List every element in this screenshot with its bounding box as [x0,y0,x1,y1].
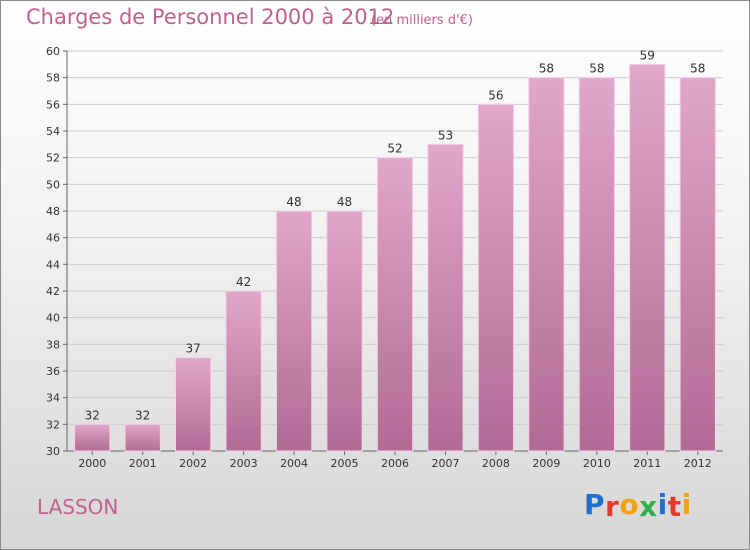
bar-2010 [578,77,616,452]
bar-value-label: 58 [539,62,554,76]
bar-2004 [275,210,313,452]
y-tick-label: 44 [46,258,60,271]
y-tick-label: 32 [46,418,60,431]
bar-value-label: 32 [85,408,100,422]
x-tick-label: 2012 [684,457,712,470]
chart-title: Charges de Personnel 2000 à 2012 [26,5,395,29]
x-tick-label: 2007 [431,457,459,470]
x-tick-label: 2000 [78,457,106,470]
brand-letter: i [657,488,668,521]
x-tick-label: 2008 [482,457,510,470]
y-tick-label: 60 [46,45,60,58]
x-tick-label: 2002 [179,457,207,470]
bar-value-label: 53 [438,128,453,142]
x-tick-label: 2003 [230,457,258,470]
brand-letter: o [619,488,640,521]
y-tick-label: 34 [46,392,60,405]
bar-2011 [629,63,666,452]
bar-value-label: 48 [337,195,352,209]
x-tick-label: 2004 [280,457,308,470]
x-tick-label: 2010 [583,457,611,470]
chart-subtitle: (en milliers d'€) [371,13,473,28]
bars-layer [74,63,716,452]
bar-2005 [326,210,363,452]
y-tick-label: 52 [46,152,60,165]
y-tick-label: 38 [46,338,60,351]
bar-2003 [225,290,262,452]
brand-logo: Proxiti [584,488,692,523]
y-tick-label: 54 [46,125,60,138]
bar-2009 [528,77,565,452]
x-tick-label: 2006 [381,457,409,470]
y-tick-label: 36 [46,365,60,378]
x-tick-label: 2009 [532,457,560,470]
bar-value-label: 48 [286,195,301,209]
bar-value-label: 59 [640,48,655,62]
x-tick-label: 2011 [633,457,661,470]
bar-value-label: 52 [387,142,402,156]
y-tick-label: 46 [46,232,60,245]
bar-2008 [477,103,515,452]
y-tick-label: 30 [46,445,60,458]
bar-2002 [174,357,212,452]
brand-letter: i [681,488,692,521]
bar-2000 [74,423,111,452]
brand-letter: x [639,490,658,523]
bar-2001 [124,423,161,452]
bar-value-label: 56 [488,88,503,102]
y-tick-label: 56 [46,98,60,111]
bar-value-label: 32 [135,408,150,422]
y-tick-label: 40 [46,312,60,325]
bar-value-label: 58 [690,62,705,76]
bar-2007 [427,143,464,452]
y-tick-label: 42 [46,285,60,298]
y-tick-label: 48 [46,205,60,218]
brand-letter: P [584,488,606,521]
bar-2006 [376,157,414,452]
labels-layer: 32 32 37 42 48 48 52 53 56 58 58 59 58 [85,48,706,422]
bar-2012 [679,77,716,452]
bar-value-label: 37 [186,342,201,356]
x-tick-label: 2005 [331,457,359,470]
x-tick-label: 2001 [129,457,157,470]
y-tick-label: 50 [46,178,60,191]
brand-letter: t [667,490,682,523]
bar-value-label: 58 [589,62,604,76]
commune-name: LASSON [37,495,119,519]
brand-letter: r [605,490,620,523]
y-tick-label: 58 [46,72,60,85]
bar-value-label: 42 [236,275,251,289]
